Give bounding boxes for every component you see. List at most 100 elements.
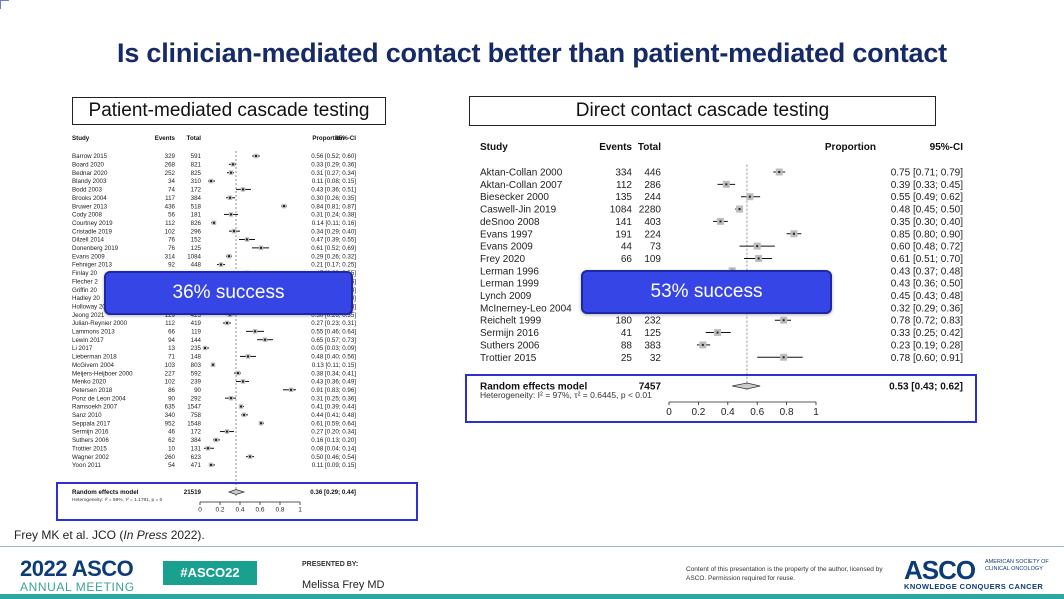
left-ci-value: 0.08 [0.04; 0.14] [311,445,356,452]
left-events-value: 66 [168,329,175,336]
left-total-value: 131 [191,445,202,452]
right-study-label: Lerman 1999 [480,279,539,290]
left-point-estimate [229,196,231,199]
left-ci-value: 0.30 [0.26; 0.35] [311,312,356,319]
right-ci-value: 0.33 [0.25; 0.42] [891,328,964,339]
right-study-label: Biesecker 2000 [480,192,549,203]
left-x-tick-label: 0.2 [215,507,224,514]
left-ci-value: 0.91 [0.83; 0.96] [311,387,356,394]
left-study-label: Evans 2009 [72,253,105,260]
right-study-label: Evans 1997 [480,229,533,240]
right-study-label: Lerman 1996 [480,266,539,277]
left-study-label: Bednar 2020 [72,170,108,177]
right-point-estimate [701,343,704,346]
left-ci-value: 0.14 [0.11; 0.16] [312,220,357,227]
right-study-label: Aktan-Collan 2000 [480,168,563,179]
left-events-value: 635 [165,404,176,411]
left-ci-value: 0.21 [0.17; 0.25] [311,262,356,269]
left-summary-highlight [56,482,418,521]
presented-by-label: PRESENTED BY: [302,561,359,568]
left-ci-value: 0.43 [0.36; 0.49] [311,379,356,386]
left-events-value: 86 [168,387,175,394]
left-total-value: 119 [191,329,201,336]
left-study-label: Bruwer 2013 [72,203,108,210]
left-ci-value: 0.84 [0.81; 0.87] [311,203,356,210]
left-summary-diamond [227,489,246,495]
right-events-value: 180 [615,316,632,327]
left-total-value: 239 [191,379,202,386]
left-study-label: Fehniger 2013 [72,262,112,269]
left-col-study: Study [72,135,90,142]
left-ci-value: 0.16 [0.13; 0.20] [311,437,356,444]
right-total-value: 383 [644,340,661,351]
left-total-value: 825 [191,170,202,177]
left-ci-value: 0.13 [0.11; 0.15] [312,362,357,369]
right-success-callout: 53% success [581,270,832,314]
left-study-label: Flecher 2 [72,278,98,285]
right-point-estimate [725,183,728,186]
left-total-value: 423 [191,312,202,319]
left-events-value: 92 [168,262,175,269]
right-total-value: 403 [644,217,661,228]
left-col-proportion: Proportion [312,135,344,142]
left-ci-value: 0.31 [0.27; 0.34] [311,170,356,177]
left-study-label: Cristadle 2019 [72,228,112,235]
left-study-label: Ramsoekh 2007 [72,404,118,411]
left-point-estimate [210,180,212,183]
right-ci-value: 0.35 [0.30; 0.40] [891,217,964,228]
right-ci-value: 0.23 [0.19; 0.28] [891,340,964,351]
left-events-value: 268 [165,162,176,169]
left-point-estimate [230,213,232,216]
left-study-label: Dilzell 2014 [72,237,105,244]
left-study-label: Sermijn 2016 [72,429,109,436]
right-ci-value: 0.48 [0.45; 0.50] [891,205,964,216]
left-total-value: 623 [191,454,202,461]
left-total-value: 90 [194,387,201,394]
left-point-estimate [213,221,215,224]
right-col-study: Study [480,142,508,153]
left-point-estimate [215,438,217,441]
left-events-value: 74 [168,187,175,194]
citation: Frey MK et al. JCO (In Press 2022). [14,528,205,542]
right-ci-value: 0.39 [0.33; 0.45] [891,180,964,191]
right-events-value: 141 [615,217,632,228]
left-events-value: 71 [168,354,175,361]
left-study-label: Hadley 20 [72,295,100,302]
left-events-value: 314 [165,253,176,260]
left-ci-value: 0.44 [0.41; 0.48] [311,412,356,419]
left-x-tick-label: 0 [198,507,202,514]
left-point-estimate [237,372,239,375]
left-total-value: 384 [191,195,202,202]
left-events-value: 102 [165,379,176,386]
left-study-label: Cody 2008 [72,212,102,219]
right-point-estimate [716,331,719,334]
left-total-value: 758 [191,412,202,419]
asco-tagline: KNOWLEDGE CONQUERS CANCER [904,582,1044,591]
left-events-value: 103 [165,362,176,369]
left-point-estimate [204,347,206,350]
left-events-value: 252 [165,170,176,177]
right-study-label: Trottier 2015 [480,353,537,364]
right-panel-header: Direct contact cascade testing [469,96,936,126]
left-study-label: Griffin 20 [72,287,98,294]
right-total-value: 125 [644,328,661,339]
left-point-estimate [230,171,232,174]
left-study-label: Petersen 2018 [72,387,113,394]
right-ci-value: 0.78 [0.72; 0.83] [891,316,964,327]
left-total-value: 1547 [187,404,201,411]
left-ci-value: 0.31 [0.24; 0.38] [311,212,356,219]
left-total-value: 803 [191,362,202,369]
left-ci-value: 0.29 [0.26; 0.32] [311,253,356,260]
left-point-estimate [264,338,266,341]
left-events-value: 340 [165,412,176,419]
right-events-value: 44 [621,242,633,253]
left-ci-value: 0.55 [0.46; 0.64] [311,329,356,336]
right-ci-value: 0.55 [0.49; 0.62] [891,192,964,203]
left-panel-header: Patient-mediated cascade testing [72,97,386,125]
left-events-value: 76 [168,245,175,252]
left-ci-value: 0.34 [0.29; 0.40] [311,228,356,235]
left-point-estimate [249,455,251,458]
left-ci-value: 0.11 [0.09; 0.15] [312,462,357,469]
left-heterogeneity: Heterogeneity: I² = 98%, τ² = 1.1781, p … [72,497,163,503]
